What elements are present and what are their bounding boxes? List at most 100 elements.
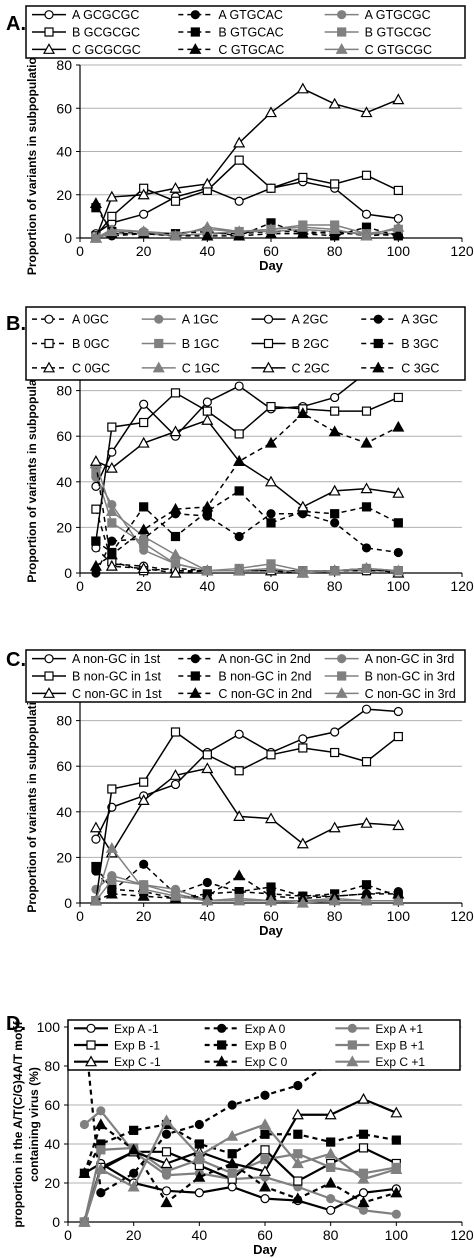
legend: A 0GC A 1GC A 2GC A 3GC B 0GC B 1GC B 2GC B 3GC… (25, 306, 466, 381)
data-point (233, 225, 246, 237)
series (91, 360, 403, 491)
legend-label: A GTGCGC (365, 8, 431, 22)
y-tick-label: 20 (56, 187, 72, 203)
data-point (260, 1129, 270, 1139)
data-point (201, 177, 214, 189)
data-point (202, 397, 212, 407)
x-tick-label: 100 (387, 908, 411, 924)
data-point (137, 436, 150, 448)
data-point (264, 562, 278, 574)
x-tick-label: 40 (200, 908, 216, 924)
legend-label: Exp B -1 (114, 1039, 160, 1053)
legend-marker (347, 1040, 357, 1050)
data-point (392, 227, 405, 239)
x-tick-label: 60 (263, 243, 279, 259)
y-tick-label: 100 (37, 1019, 61, 1035)
data-point (293, 1080, 303, 1091)
data-point (91, 834, 101, 844)
data-point (107, 536, 117, 546)
data-point (264, 106, 278, 118)
data-point (361, 880, 372, 890)
data-point (91, 468, 101, 478)
y-tick-label: 40 (56, 804, 72, 820)
y-tick-label: 40 (44, 1136, 60, 1152)
x-tick-label: 20 (136, 578, 152, 594)
chart-panel: A. 0 20 40 60 80 0 20 40 60 80 100 120 Day Proportion … (6, 5, 474, 275)
legend-marker (217, 1023, 227, 1033)
data-point (291, 1192, 304, 1204)
data-point (105, 548, 118, 560)
data-point (139, 399, 149, 409)
legend-marker (372, 361, 385, 373)
data-point (324, 1108, 337, 1120)
legend-marker (42, 687, 56, 698)
data-point (326, 1162, 336, 1173)
legend-marker (86, 1023, 96, 1033)
legend-label: B 2GC (292, 337, 330, 351)
legend-label: Exp A +1 (375, 1022, 423, 1036)
data-point (264, 436, 278, 448)
data-point (127, 1180, 140, 1192)
series-line (95, 419, 399, 508)
series (78, 1114, 403, 1227)
data-point (137, 562, 150, 574)
data-point (296, 82, 309, 94)
data-point (358, 1188, 369, 1198)
data-point (94, 1118, 107, 1130)
legend-marker (337, 671, 347, 681)
data-point (201, 414, 214, 425)
legend-label: C 0GC (72, 361, 110, 375)
series-line (95, 463, 399, 574)
data-point (258, 1165, 272, 1176)
legend-marker (42, 43, 56, 54)
x-tick-label: 120 (450, 1227, 474, 1243)
y-tick-label: 60 (44, 1097, 60, 1113)
data-point (79, 1119, 90, 1130)
data-point (296, 896, 309, 908)
x-axis-label: Day (253, 1242, 278, 1257)
data-point (227, 1168, 237, 1178)
data-point (170, 531, 181, 542)
legend-label: Exp C +1 (375, 1055, 425, 1069)
data-point (139, 502, 149, 512)
data-point (392, 93, 405, 105)
data-point (227, 1149, 237, 1159)
data-point (169, 566, 182, 578)
y-axis-label: containing virus (%) (27, 1067, 41, 1182)
legend-label: C non-GC in 3rd (365, 687, 456, 701)
y-tick-label: 80 (56, 57, 72, 73)
x-tick-label: 80 (327, 578, 343, 594)
data-point (360, 229, 373, 241)
y-axis-label: Proportion of variants in subpopulation … (25, 665, 39, 912)
data-point (390, 1186, 403, 1198)
data-point (234, 196, 244, 206)
data-point (328, 223, 341, 234)
series (89, 457, 405, 578)
legend-label: C 3GC (401, 361, 439, 375)
legend-label: A 3GC (401, 313, 438, 327)
legend-marker (190, 654, 200, 664)
x-tick-label: 0 (76, 908, 84, 924)
legend-marker (44, 338, 54, 349)
data-point (291, 1157, 304, 1169)
data-point (392, 420, 405, 432)
legend-marker (190, 671, 200, 681)
data-point (129, 1168, 139, 1178)
series (89, 220, 405, 243)
x-tick-label: 100 (385, 1227, 409, 1243)
data-point (226, 1157, 239, 1169)
legend-label: B GCGCGC (72, 26, 140, 40)
data-point (201, 564, 214, 576)
legend-label: B GTGCAC (218, 26, 283, 40)
data-point (361, 170, 372, 180)
data-point (264, 223, 278, 234)
legend-marker (262, 361, 275, 373)
data-point (169, 229, 182, 241)
data-point (296, 837, 309, 849)
legend-label: A GCGCGC (72, 8, 139, 22)
legend: A GCGCGC A GTGCAC A GTGCGC B GCGCGC B GTGCAC… (25, 5, 466, 59)
legend-marker (152, 361, 165, 373)
data-point (330, 406, 340, 416)
legend-marker (335, 687, 348, 698)
data-point (227, 1182, 237, 1192)
